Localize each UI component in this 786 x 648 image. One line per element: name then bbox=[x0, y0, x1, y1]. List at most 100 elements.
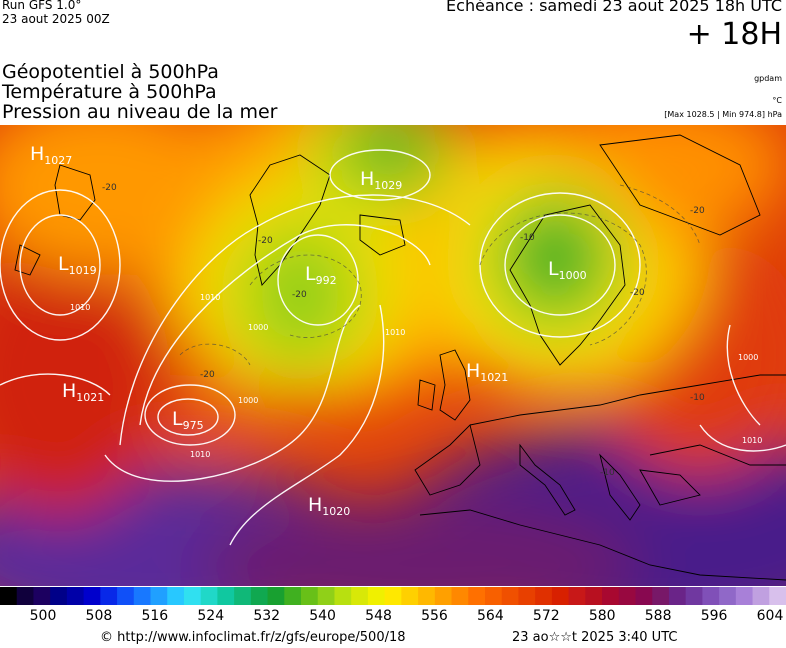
scale-swatch bbox=[384, 587, 402, 605]
scale-swatch bbox=[351, 587, 369, 605]
color-scale-labels: 500 508 516 524 532 540 548 556 564 572 580 588 596 6… bbox=[0, 608, 786, 628]
isobar-label: 1000 bbox=[238, 396, 258, 405]
scale-swatch bbox=[267, 587, 285, 605]
scale-swatch bbox=[618, 587, 636, 605]
model-run-label: Run GFS 1.0° bbox=[2, 0, 82, 12]
render-timestamp: 23 ao☆☆t 2025 3:40 UTC bbox=[512, 630, 678, 645]
scale-swatch bbox=[501, 587, 519, 605]
isobar-label: 1000 bbox=[248, 323, 268, 332]
scale-swatch bbox=[284, 587, 302, 605]
pressure-system-low: L992 bbox=[305, 263, 337, 287]
scale-swatch bbox=[50, 587, 68, 605]
pressure-system-high: H1021 bbox=[466, 360, 508, 384]
scale-swatch bbox=[418, 587, 436, 605]
layer-title-temperature: Température à 500hPa bbox=[2, 81, 217, 103]
scale-swatch bbox=[568, 587, 586, 605]
unit-temperature: °C bbox=[772, 96, 782, 105]
isotherm-label: -10 bbox=[520, 233, 535, 243]
scale-swatch bbox=[217, 587, 235, 605]
scale-tick-label: 564 bbox=[477, 608, 504, 624]
pressure-system-low: L1000 bbox=[548, 258, 587, 282]
scale-swatch bbox=[133, 587, 152, 605]
scale-swatch bbox=[0, 587, 18, 605]
scale-swatch bbox=[16, 587, 34, 605]
scale-swatch bbox=[484, 587, 503, 605]
scale-tick-label: 556 bbox=[421, 608, 448, 624]
pressure-systems: H1027 H1029 L1019 L992 L1000 H1021 H1021 L975 H1… bbox=[30, 143, 587, 518]
scale-swatch bbox=[551, 587, 570, 605]
pressure-system-high: H1021 bbox=[62, 380, 104, 404]
layer-title-pressure: Pression au niveau de la mer bbox=[2, 101, 278, 123]
pressure-system-low: L975 bbox=[172, 408, 204, 432]
scale-tick-label: 580 bbox=[588, 608, 616, 624]
scale-swatch bbox=[200, 587, 218, 605]
coastlines bbox=[14, 134, 786, 581]
pressure-system-high: H1029 bbox=[360, 168, 402, 192]
scale-swatch bbox=[735, 587, 754, 605]
isobar-label: 1010 bbox=[385, 328, 405, 337]
scale-swatch bbox=[317, 587, 335, 605]
scale-tick-label: 588 bbox=[644, 608, 672, 624]
isobar-label: 1010 bbox=[200, 293, 220, 302]
scale-tick-label: 548 bbox=[365, 608, 392, 624]
scale-swatch bbox=[518, 587, 536, 605]
scale-tick-label: 500 bbox=[29, 608, 57, 624]
scale-swatch bbox=[66, 587, 85, 605]
scale-swatch bbox=[602, 587, 620, 605]
scale-swatch bbox=[301, 587, 319, 605]
isotherm-label: -10 bbox=[690, 393, 705, 403]
isobar-label: 1010 bbox=[190, 450, 210, 459]
scale-swatch bbox=[100, 587, 118, 605]
scale-swatch bbox=[33, 587, 51, 605]
scale-swatch bbox=[702, 587, 720, 605]
isobar-label: 1000 bbox=[738, 353, 758, 362]
scale-swatch bbox=[652, 587, 670, 605]
scale-swatch bbox=[401, 587, 419, 605]
scale-swatch bbox=[535, 587, 553, 605]
scale-swatch bbox=[334, 587, 352, 605]
scale-swatch bbox=[468, 587, 486, 605]
scale-swatch bbox=[183, 587, 202, 605]
scale-tick-label: 532 bbox=[253, 608, 281, 624]
scale-swatch bbox=[635, 587, 653, 605]
pressure-system-high: H1027 bbox=[30, 143, 72, 167]
isotherm-label: -20 bbox=[102, 183, 117, 193]
contour-labels: 1010 1000 1000 1010 1010 1000 1010 1010 -20 -20 -2… bbox=[70, 183, 762, 478]
scale-swatch bbox=[234, 587, 252, 605]
isobar-label: 1010 bbox=[742, 436, 762, 445]
scale-tick-label: 524 bbox=[197, 608, 225, 624]
scale-swatch bbox=[668, 587, 687, 605]
color-scale-bar bbox=[0, 587, 786, 605]
isotherm-label: -20 bbox=[292, 290, 307, 300]
weather-map[interactable]: H1027 H1029 L1019 L992 L1000 H1021 H1021 L975 H1… bbox=[0, 125, 786, 586]
scale-swatch bbox=[685, 587, 703, 605]
isotherm-label: -10 bbox=[600, 468, 615, 478]
scale-swatch bbox=[83, 587, 101, 605]
pressure-system-high: H1020 bbox=[308, 494, 350, 518]
scale-swatch bbox=[434, 587, 453, 605]
pressure-range: [Max 1028.5 | Min 974.8] hPa bbox=[664, 110, 782, 119]
pressure-system-low: L1019 bbox=[58, 253, 97, 277]
source-credit: © http://www.infoclimat.fr/z/gfs/europe/… bbox=[100, 630, 406, 645]
geopotential-field bbox=[0, 125, 786, 586]
isotherms bbox=[179, 184, 701, 366]
scale-swatch bbox=[719, 587, 737, 605]
scale-tick-label: 572 bbox=[532, 608, 560, 624]
isobar-label: 1010 bbox=[70, 303, 90, 312]
scale-swatch bbox=[250, 587, 269, 605]
unit-geopotential: gpdam bbox=[754, 74, 782, 83]
scale-swatch bbox=[752, 587, 770, 605]
isotherm-label: -20 bbox=[258, 236, 273, 246]
scale-swatch bbox=[117, 587, 135, 605]
isotherm-label: -20 bbox=[690, 206, 705, 216]
forecast-lead-time: + 18H bbox=[686, 17, 782, 52]
scale-tick-label: 604 bbox=[756, 608, 784, 624]
scale-swatch bbox=[585, 587, 603, 605]
scale-swatch bbox=[367, 587, 386, 605]
scale-swatch bbox=[451, 587, 469, 605]
scale-swatch bbox=[167, 587, 185, 605]
scale-tick-label: 540 bbox=[309, 608, 336, 624]
scale-swatch bbox=[150, 587, 168, 605]
scale-tick-label: 596 bbox=[700, 608, 728, 624]
layer-title-geopotential: Géopotentiel à 500hPa bbox=[2, 61, 219, 83]
